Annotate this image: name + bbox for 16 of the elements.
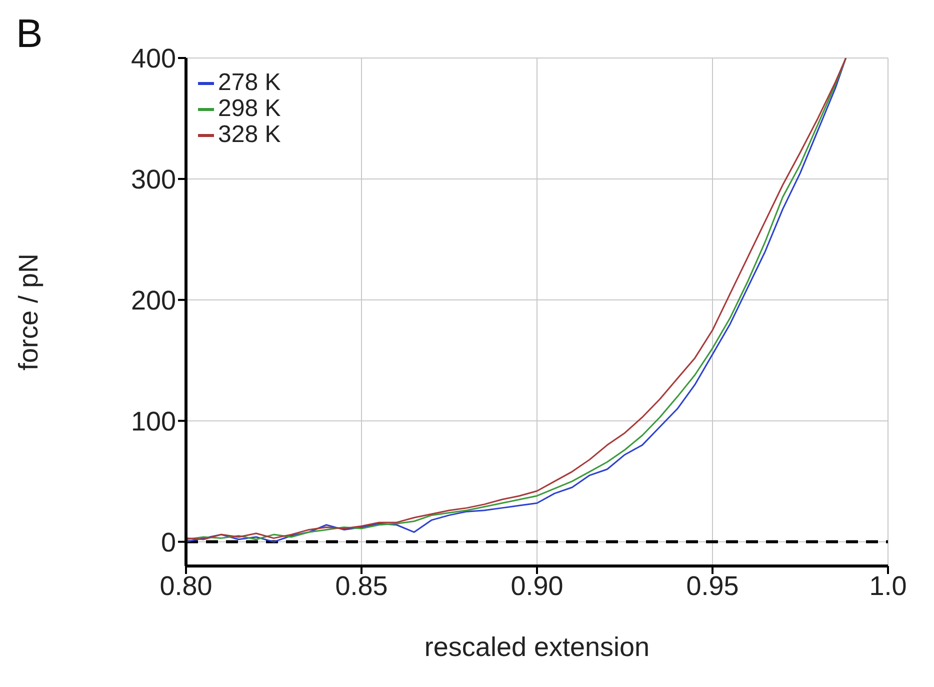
legend-label: 328 K: [218, 121, 281, 148]
legend-label: 278 K: [218, 69, 281, 96]
x-tick-label: 0.80: [160, 571, 212, 602]
x-axis-title: rescaled extension: [424, 632, 650, 662]
y-tick-label: 400: [130, 44, 176, 74]
x-tick-label: 1.0: [869, 571, 907, 602]
legend-label: 298 K: [218, 95, 281, 122]
text: B: [16, 12, 43, 57]
y-tick-label: 100: [130, 406, 176, 436]
x-tick-label: 0.95: [686, 571, 739, 602]
x-tick-label: 0.85: [335, 571, 388, 602]
x-tick-label: 0.90: [510, 571, 564, 602]
y-tick-label: 300: [130, 164, 176, 195]
y-tick-label: 200: [130, 285, 176, 316]
y-tick-label: 0: [160, 527, 176, 558]
y-axis-title: force / pN: [14, 253, 44, 371]
